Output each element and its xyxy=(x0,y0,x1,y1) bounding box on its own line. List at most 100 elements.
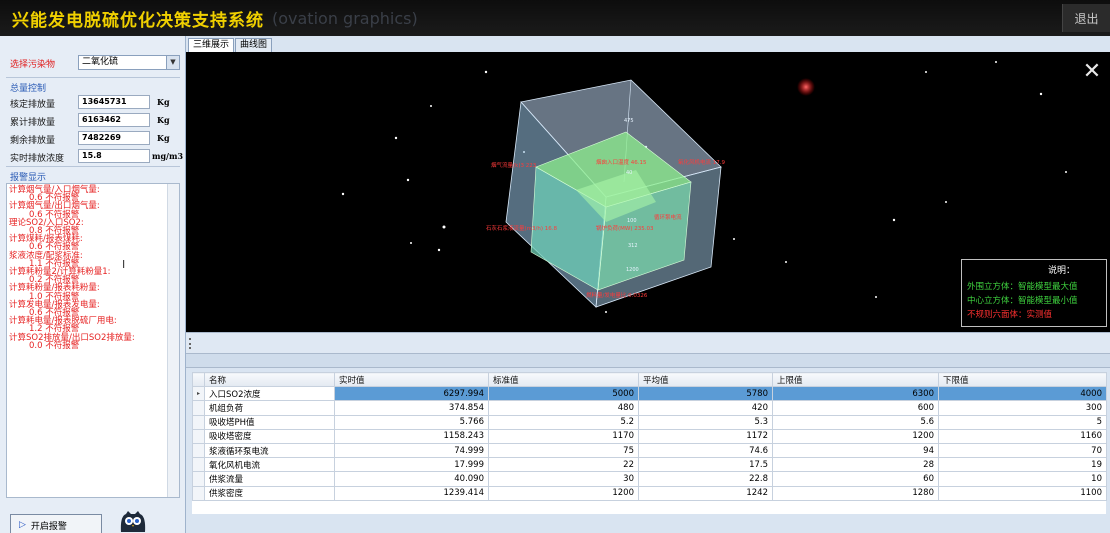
row-name-cell[interactable]: 氧化风机电流 xyxy=(204,457,335,473)
row-name-cell[interactable]: 浆液循环泵电流 xyxy=(204,442,335,459)
table-row[interactable]: 机组负荷 374.854 480 420 600 300 xyxy=(192,400,1107,416)
cumulative-emission-label: 累计排放量 xyxy=(10,118,56,128)
label-flue-gas: 烟气流量(k)3 223 xyxy=(491,161,537,169)
table-row[interactable]: 吸收塔密度 1158.243 1170 1172 1200 1160 xyxy=(192,428,1107,444)
value-cell[interactable]: 480 xyxy=(488,400,639,416)
grip-handle[interactable] xyxy=(189,338,191,349)
value-cell[interactable]: 94 xyxy=(772,442,939,459)
value-cell[interactable]: 1172 xyxy=(638,428,773,444)
value-cell[interactable]: 10 xyxy=(938,471,1107,487)
column-header[interactable]: 名称 xyxy=(204,371,335,388)
value-cell[interactable]: 1100 xyxy=(938,485,1107,501)
value-cell[interactable]: 1200 xyxy=(772,428,939,444)
start-alarm-label: 开启报警 xyxy=(30,521,67,532)
pollutant-select[interactable]: 二氧化硫 ▼ xyxy=(78,55,180,70)
value-cell[interactable]: 600 xyxy=(772,400,939,416)
label-chimney-temp: 烟囱入口温度 46.15 xyxy=(596,158,647,166)
row-selector[interactable] xyxy=(192,400,205,416)
app-title: 兴能发电脱硫优化决策支持系统 xyxy=(12,10,264,31)
realtime-concentration-field[interactable]: 15.8 xyxy=(78,149,150,163)
table-row[interactable]: 供浆密度 1239.414 1200 1242 1280 1100 xyxy=(192,485,1107,501)
value-cell[interactable]: 28 xyxy=(772,457,939,473)
data-grid[interactable]: 名称 实时值 标准值 平均值 上限值 下限值 ▸ 入口SO2浓度 6297.994 5… xyxy=(192,371,1107,514)
value-cell[interactable]: 6300 xyxy=(772,386,939,402)
value-cell[interactable]: 5.6 xyxy=(772,414,939,430)
value-cell[interactable]: 1170 xyxy=(488,428,639,444)
value-cell[interactable]: 5 xyxy=(938,414,1107,430)
legend-measured: 不规则六面体：实测值 xyxy=(967,310,1053,320)
3d-view-canvas[interactable]: 烟气流量(k)3 223 烟囱入口温度 46.15 氧化风机电流 17.9 循环… xyxy=(186,52,1110,332)
value-cell[interactable]: 374.854 xyxy=(334,400,489,416)
value-cell[interactable]: 17.5 xyxy=(638,457,773,473)
row-selector[interactable] xyxy=(192,471,205,487)
start-alarm-button[interactable]: ▷ 开启报警 xyxy=(10,514,102,533)
alarm-line: 理论SO2/入口SO2: xyxy=(9,217,84,228)
row-selector[interactable] xyxy=(192,442,205,459)
table-row[interactable]: 浆液循环泵电流 74.999 75 74.6 94 70 xyxy=(192,442,1107,459)
value-cell[interactable]: 5780 xyxy=(638,386,773,402)
value-cell[interactable]: 5000 xyxy=(488,386,639,402)
alarm-line: 0.2 不符报警 xyxy=(29,275,80,286)
value-cell[interactable]: 30 xyxy=(488,471,639,487)
value-cell[interactable]: 5.766 xyxy=(334,414,489,430)
row-selector[interactable] xyxy=(192,457,205,473)
value-cell[interactable]: 75 xyxy=(488,442,639,459)
exit-button[interactable]: 退出 xyxy=(1062,4,1110,32)
tab-curve-chart[interactable]: 曲线图 xyxy=(235,38,273,52)
value-cell[interactable]: 74.6 xyxy=(638,442,773,459)
value-cell[interactable]: 40.090 xyxy=(334,471,489,487)
row-name-cell[interactable]: 吸收塔PH值 xyxy=(204,414,335,430)
column-header[interactable]: 平均值 xyxy=(638,371,773,388)
total-control-label: 总量控制 xyxy=(10,84,47,94)
value-cell[interactable]: 1242 xyxy=(638,485,773,501)
table-row[interactable]: 氧化风机电流 17.999 22 17.5 28 19 xyxy=(192,457,1107,473)
cumulative-emission-field[interactable]: 6163462 xyxy=(78,113,150,127)
column-header[interactable]: 下限值 xyxy=(938,371,1107,388)
value-cell[interactable]: 420 xyxy=(638,400,773,416)
value-cell[interactable]: 74.999 xyxy=(334,442,489,459)
value-cell[interactable]: 19 xyxy=(938,457,1107,473)
table-row[interactable]: 吸收塔PH值 5.766 5.2 5.3 5.6 5 xyxy=(192,414,1107,430)
column-header[interactable]: 实时值 xyxy=(334,371,489,388)
approved-emission-field[interactable]: 13645731 xyxy=(78,95,150,109)
divider xyxy=(6,166,180,167)
value-cell[interactable]: 6297.994 xyxy=(334,386,489,402)
unit-label: mg/m3 xyxy=(152,151,184,161)
row-selector[interactable] xyxy=(192,485,205,501)
app-subtitle: (ovation graphics) xyxy=(272,8,418,28)
remaining-emission-field[interactable]: 7482269 xyxy=(78,131,150,145)
row-pointer-icon[interactable]: ▸ xyxy=(192,386,205,402)
column-header[interactable]: 标准值 xyxy=(488,371,639,388)
alarm-scrollbar[interactable] xyxy=(167,184,179,497)
label-fuel-ratio: 燃料量/发电量比 0.0326 xyxy=(586,291,648,299)
value-cell[interactable]: 1239.414 xyxy=(334,485,489,501)
value-cell[interactable]: 1280 xyxy=(772,485,939,501)
value-cell[interactable]: 5.3 xyxy=(638,414,773,430)
group-panel xyxy=(186,354,1110,368)
value-cell[interactable]: 70 xyxy=(938,442,1107,459)
row-name-cell[interactable]: 供浆流量 xyxy=(204,471,335,487)
value-cell[interactable]: 17.999 xyxy=(334,457,489,473)
close-icon[interactable]: ✕ xyxy=(1082,59,1102,84)
value-cell[interactable]: 300 xyxy=(938,400,1107,416)
value-cell[interactable]: 1160 xyxy=(938,428,1107,444)
table-row[interactable]: 供浆流量 40.090 30 22.8 60 10 xyxy=(192,471,1107,487)
value-cell[interactable]: 4000 xyxy=(938,386,1107,402)
row-selector[interactable] xyxy=(192,414,205,430)
alarm-list[interactable]: 计算烟气量/入口烟气量: 0.6 不符报警 计算烟气量/出口烟气量: 0.6 不符报警… xyxy=(6,183,180,498)
value-cell[interactable]: 1158.243 xyxy=(334,428,489,444)
value-cell[interactable]: 1200 xyxy=(488,485,639,501)
row-name-cell[interactable]: 供浆密度 xyxy=(204,485,335,501)
column-header[interactable]: 上限值 xyxy=(772,371,939,388)
value-cell[interactable]: 22 xyxy=(488,457,639,473)
tab-3d-view[interactable]: 三维展示 xyxy=(188,38,235,52)
value-cell[interactable]: 60 xyxy=(772,471,939,487)
chevron-down-icon[interactable]: ▼ xyxy=(166,56,179,69)
table-row[interactable]: ▸ 入口SO2浓度 6297.994 5000 5780 6300 4000 xyxy=(192,386,1107,402)
row-selector[interactable] xyxy=(192,428,205,444)
value-cell[interactable]: 22.8 xyxy=(638,471,773,487)
row-name-cell[interactable]: 机组负荷 xyxy=(204,400,335,416)
value-cell[interactable]: 5.2 xyxy=(488,414,639,430)
row-name-cell[interactable]: 吸收塔密度 xyxy=(204,428,335,444)
row-name-cell[interactable]: 入口SO2浓度 xyxy=(204,386,335,402)
